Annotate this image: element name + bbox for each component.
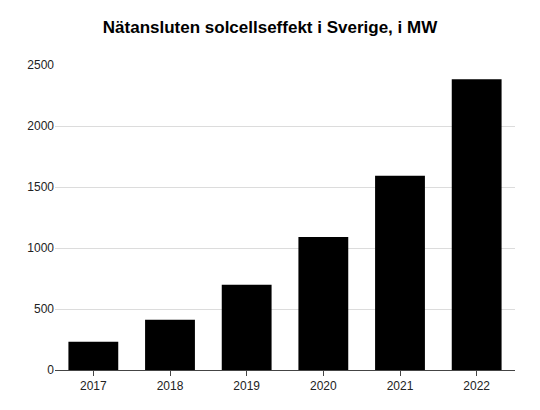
svg-text:0: 0	[47, 363, 54, 377]
svg-text:2022: 2022	[463, 379, 490, 393]
svg-text:2000: 2000	[27, 119, 54, 133]
svg-text:2021: 2021	[387, 379, 414, 393]
svg-text:2500: 2500	[27, 58, 54, 72]
svg-text:2019: 2019	[233, 379, 260, 393]
svg-text:2020: 2020	[310, 379, 337, 393]
svg-text:Nätansluten solcellseffekt i S: Nätansluten solcellseffekt i Sverige, i …	[103, 18, 438, 37]
svg-text:500: 500	[34, 302, 54, 316]
svg-text:1000: 1000	[27, 241, 54, 255]
svg-text:2017: 2017	[80, 379, 107, 393]
svg-text:1500: 1500	[27, 180, 54, 194]
svg-text:2018: 2018	[157, 379, 184, 393]
